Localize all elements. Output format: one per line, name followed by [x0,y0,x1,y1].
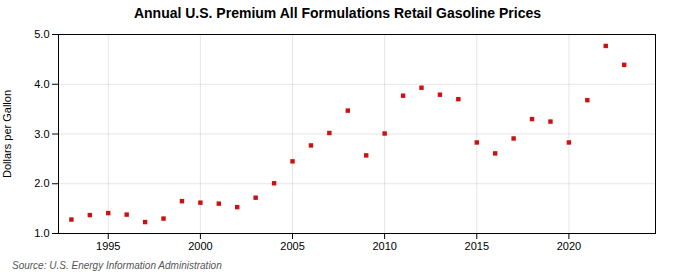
html-text:Source: U.S. Energy Informatio: Source: U.S. Energy Information Administ… [12,260,222,271]
svg-text:2000: 2000 [188,240,212,252]
html-text:Annual U.S. Premium All Formul: Annual U.S. Premium All Formulations Ret… [133,5,542,21]
svg-text:2005: 2005 [280,240,304,252]
svg-text:5.0: 5.0 [34,28,49,40]
svg-text:Dollars per Gallon: Dollars per Gallon [1,90,13,178]
svg-text:2.0: 2.0 [34,177,49,189]
svg-text:4.0: 4.0 [34,78,49,90]
svg-text:2015: 2015 [465,240,489,252]
svg-text:3.0: 3.0 [34,128,49,140]
svg-text:2020: 2020 [557,240,581,252]
svg-text:1995: 1995 [96,240,120,252]
svg-text:2010: 2010 [372,240,396,252]
svg-text:1.0: 1.0 [34,227,49,239]
